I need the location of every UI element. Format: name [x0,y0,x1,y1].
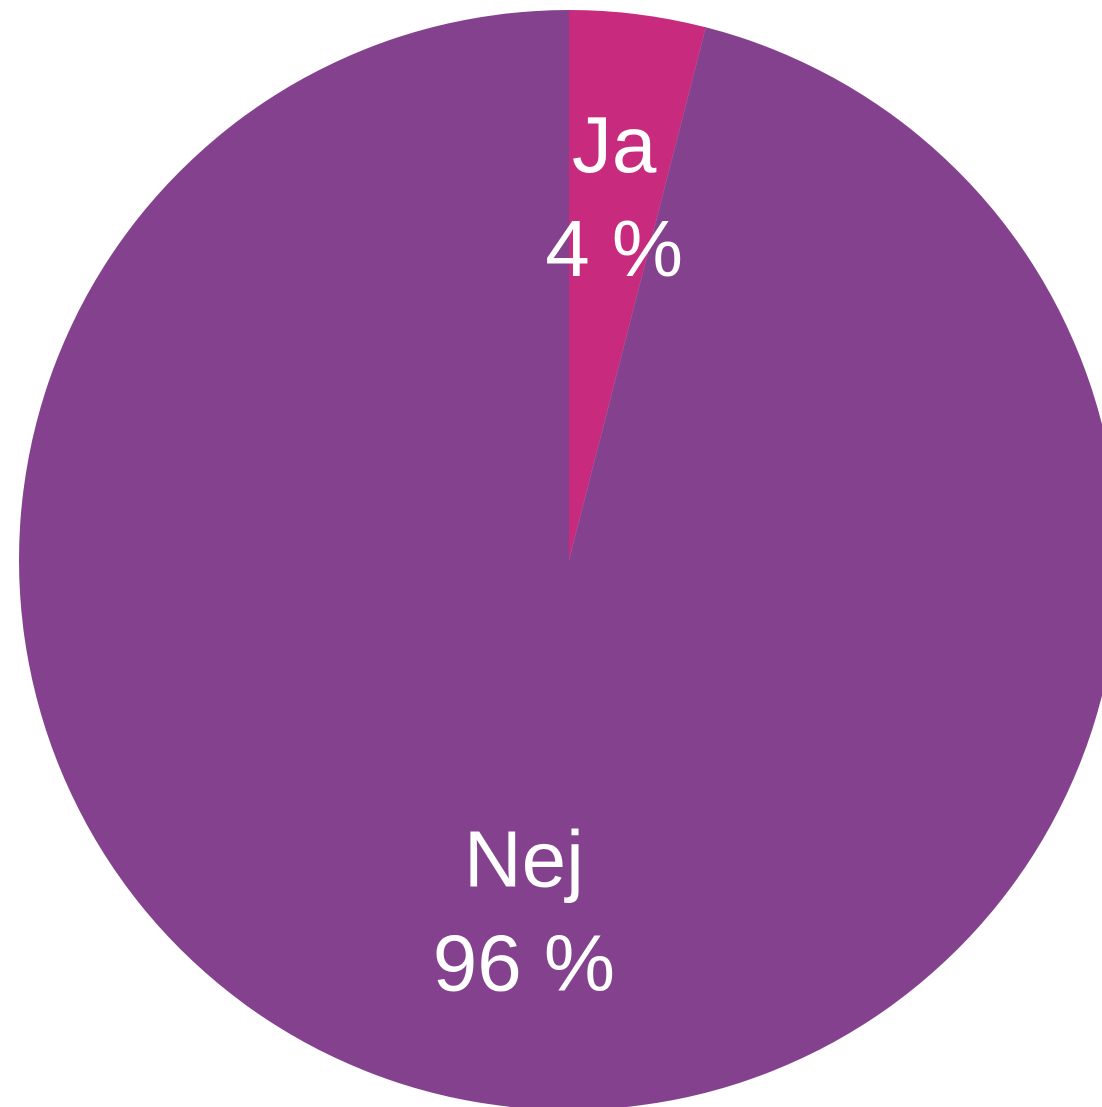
slice-value-label: 4 % [545,204,683,293]
pie-slice [19,10,1102,1107]
slice-label: Ja [572,100,657,189]
slice-value-label: 96 % [433,918,615,1007]
pie-slice [569,10,706,560]
slice-label: Nej [464,814,584,903]
